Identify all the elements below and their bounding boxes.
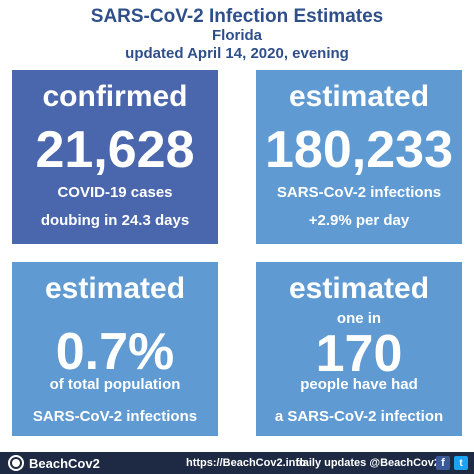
card-line-1: of total population	[49, 376, 181, 393]
card-heading: confirmed	[42, 80, 188, 113]
card-line-1: people have had	[300, 376, 418, 393]
beachcov2-logo-icon	[8, 455, 24, 471]
region-label: Florida	[211, 27, 262, 44]
updated-label: updated April 14, 2020, evening	[125, 45, 349, 62]
confirmed-card: confirmed 21,628 COVID-19 cases doubing …	[12, 70, 218, 244]
card-prefix: one in	[336, 310, 382, 327]
page-title: SARS-CoV-2 Infection Estimates	[90, 6, 384, 27]
header: SARS-CoV-2 Infection Estimates Florida u…	[0, 6, 474, 63]
population-percent-card: estimated 0.7% of total population SARS-…	[12, 262, 218, 436]
card-line-2: a SARS-CoV-2 infection	[274, 408, 444, 425]
footer-bar: BeachCov2 https://BeachCov2.info daily u…	[0, 452, 474, 474]
card-line-2: +2.9% per day	[308, 212, 410, 229]
one-in-card: estimated one in 170 people have had a S…	[256, 262, 462, 436]
card-line-2: doubing in 24.3 days	[40, 212, 190, 229]
card-value: 180,233	[265, 121, 453, 179]
card-line-2: SARS-CoV-2 infections	[32, 408, 198, 425]
card-heading: estimated	[288, 80, 430, 113]
estimated-infections-card: estimated 180,233 SARS-CoV-2 infections …	[256, 70, 462, 244]
card-line-1: SARS-CoV-2 infections	[276, 184, 442, 201]
card-value: 170	[315, 325, 403, 383]
brand: BeachCov2	[8, 455, 100, 471]
card-value: 0.7%	[55, 323, 175, 381]
site-link[interactable]: https://BeachCov2.info	[186, 457, 306, 469]
daily-updates-label: daily updates @BeachCov2	[296, 457, 440, 469]
card-heading: estimated	[44, 272, 186, 305]
facebook-icon[interactable]: f	[436, 456, 450, 470]
twitter-icon[interactable]: t	[454, 456, 468, 470]
brand-name: BeachCov2	[29, 455, 100, 471]
card-value: 21,628	[35, 121, 195, 179]
card-line-1: COVID-19 cases	[57, 184, 173, 201]
card-heading: estimated	[288, 272, 430, 305]
